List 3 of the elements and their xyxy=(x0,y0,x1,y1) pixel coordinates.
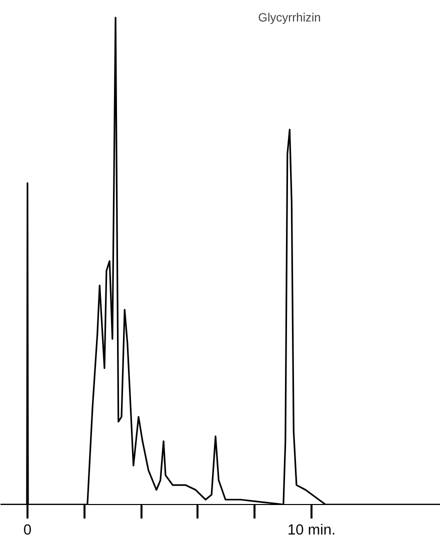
annotation: Glycyrrhizin xyxy=(258,10,321,24)
x-tick-label: 0 xyxy=(23,522,32,538)
x-tick-label: 10 min. xyxy=(288,522,336,538)
